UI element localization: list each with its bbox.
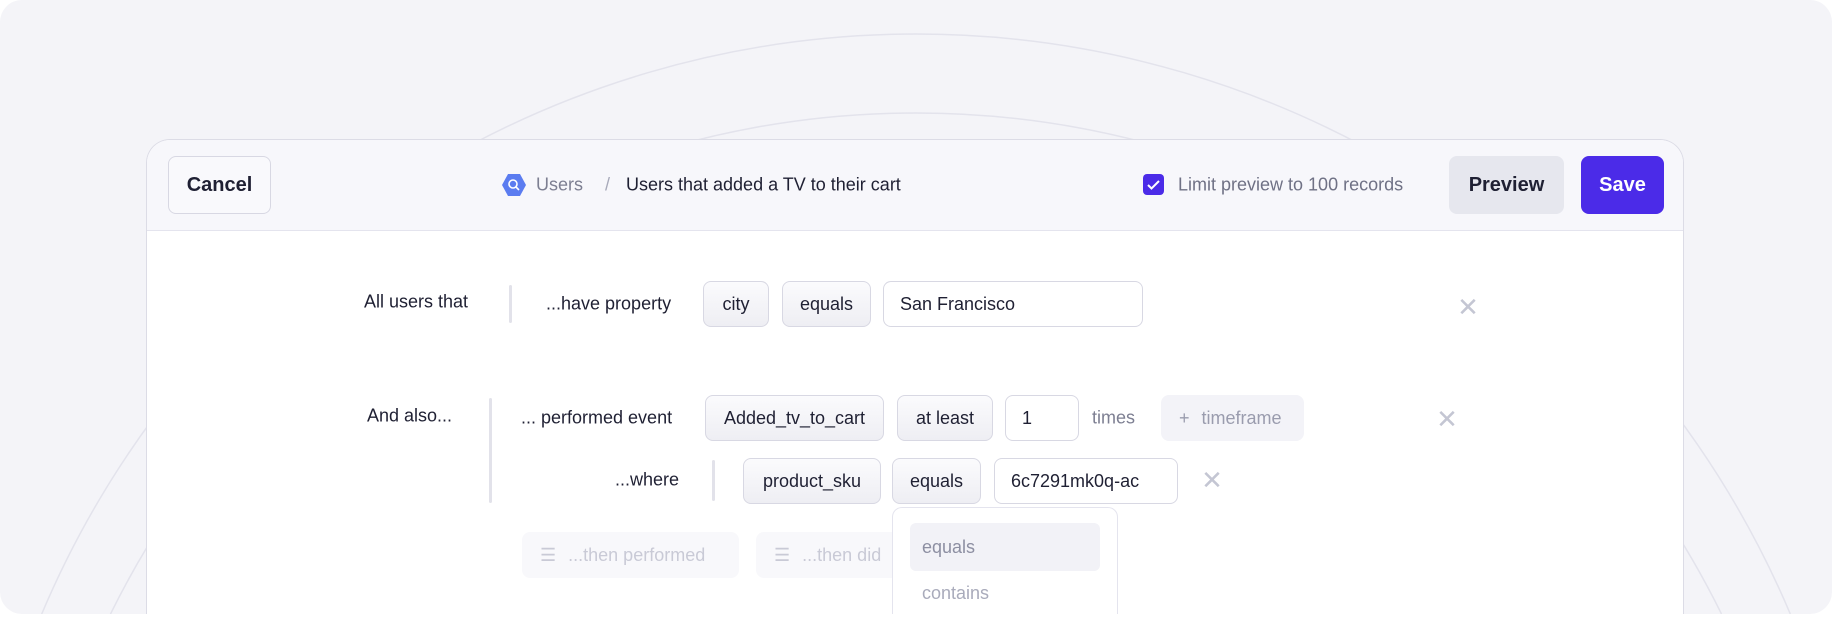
frequency-operator-select[interactable]: at least — [897, 395, 993, 441]
then-performed-button[interactable]: ☰ ...then performed — [522, 532, 739, 578]
dropdown-option-contains[interactable]: contains — [922, 582, 990, 603]
divider — [712, 460, 715, 501]
property-value-input[interactable]: San Francisco — [883, 281, 1143, 327]
divider — [509, 285, 512, 323]
limit-preview-label: Limit preview to 100 records — [1178, 174, 1404, 195]
remove-event-icon[interactable]: ✕ — [1436, 404, 1458, 434]
breadcrumb-users[interactable]: Users — [536, 174, 584, 195]
remove-condition-icon[interactable]: ✕ — [1457, 292, 1479, 322]
filter-icon: ☰ — [774, 544, 791, 565]
limit-preview-checkbox[interactable] — [1143, 174, 1164, 195]
then-did-label: ...then did — [802, 544, 882, 565]
breadcrumb-separator: / — [605, 174, 611, 195]
divider — [489, 398, 492, 503]
then-performed-label: ...then performed — [568, 544, 706, 565]
property-select[interactable]: city — [703, 281, 769, 327]
count-input[interactable]: 1 — [1005, 395, 1079, 441]
save-button[interactable]: Save — [1581, 156, 1664, 214]
timeframe-label: timeframe — [1201, 407, 1282, 428]
segment-editor-card: Cancel Users / Users that added a TV to … — [146, 139, 1684, 614]
header: Cancel Users / Users that added a TV to … — [147, 140, 1683, 231]
and-also-label: And also... — [367, 405, 453, 426]
where-operator-select[interactable]: equals — [892, 458, 981, 504]
checkmark-icon — [1147, 180, 1160, 190]
operator-select[interactable]: equals — [782, 281, 871, 327]
have-property-label: ...have property — [546, 293, 672, 314]
dropdown-option-equals[interactable]: equals — [910, 523, 1100, 571]
page-title: Users that added a TV to their cart — [626, 174, 901, 195]
operator-dropdown: equals contains — [892, 507, 1118, 614]
remove-where-icon[interactable]: ✕ — [1201, 465, 1223, 495]
performed-event-label: ... performed event — [521, 407, 673, 428]
background: Cancel Users / Users that added a TV to … — [0, 0, 1832, 614]
preview-button[interactable]: Preview — [1449, 156, 1564, 214]
filter-icon: ☰ — [540, 544, 557, 565]
where-property-select[interactable]: product_sku — [743, 458, 881, 504]
where-value-input[interactable]: 6c7291mk0q-ac — [994, 458, 1178, 504]
all-users-label: All users that — [364, 291, 469, 312]
cancel-button[interactable]: Cancel — [168, 156, 271, 214]
times-label: times — [1092, 407, 1136, 428]
plus-icon: + — [1179, 407, 1190, 428]
event-select[interactable]: Added_tv_to_cart — [705, 395, 884, 441]
where-label: ...where — [615, 469, 680, 490]
add-timeframe-button[interactable]: + timeframe — [1161, 395, 1304, 441]
users-hexagon-icon — [502, 174, 526, 196]
